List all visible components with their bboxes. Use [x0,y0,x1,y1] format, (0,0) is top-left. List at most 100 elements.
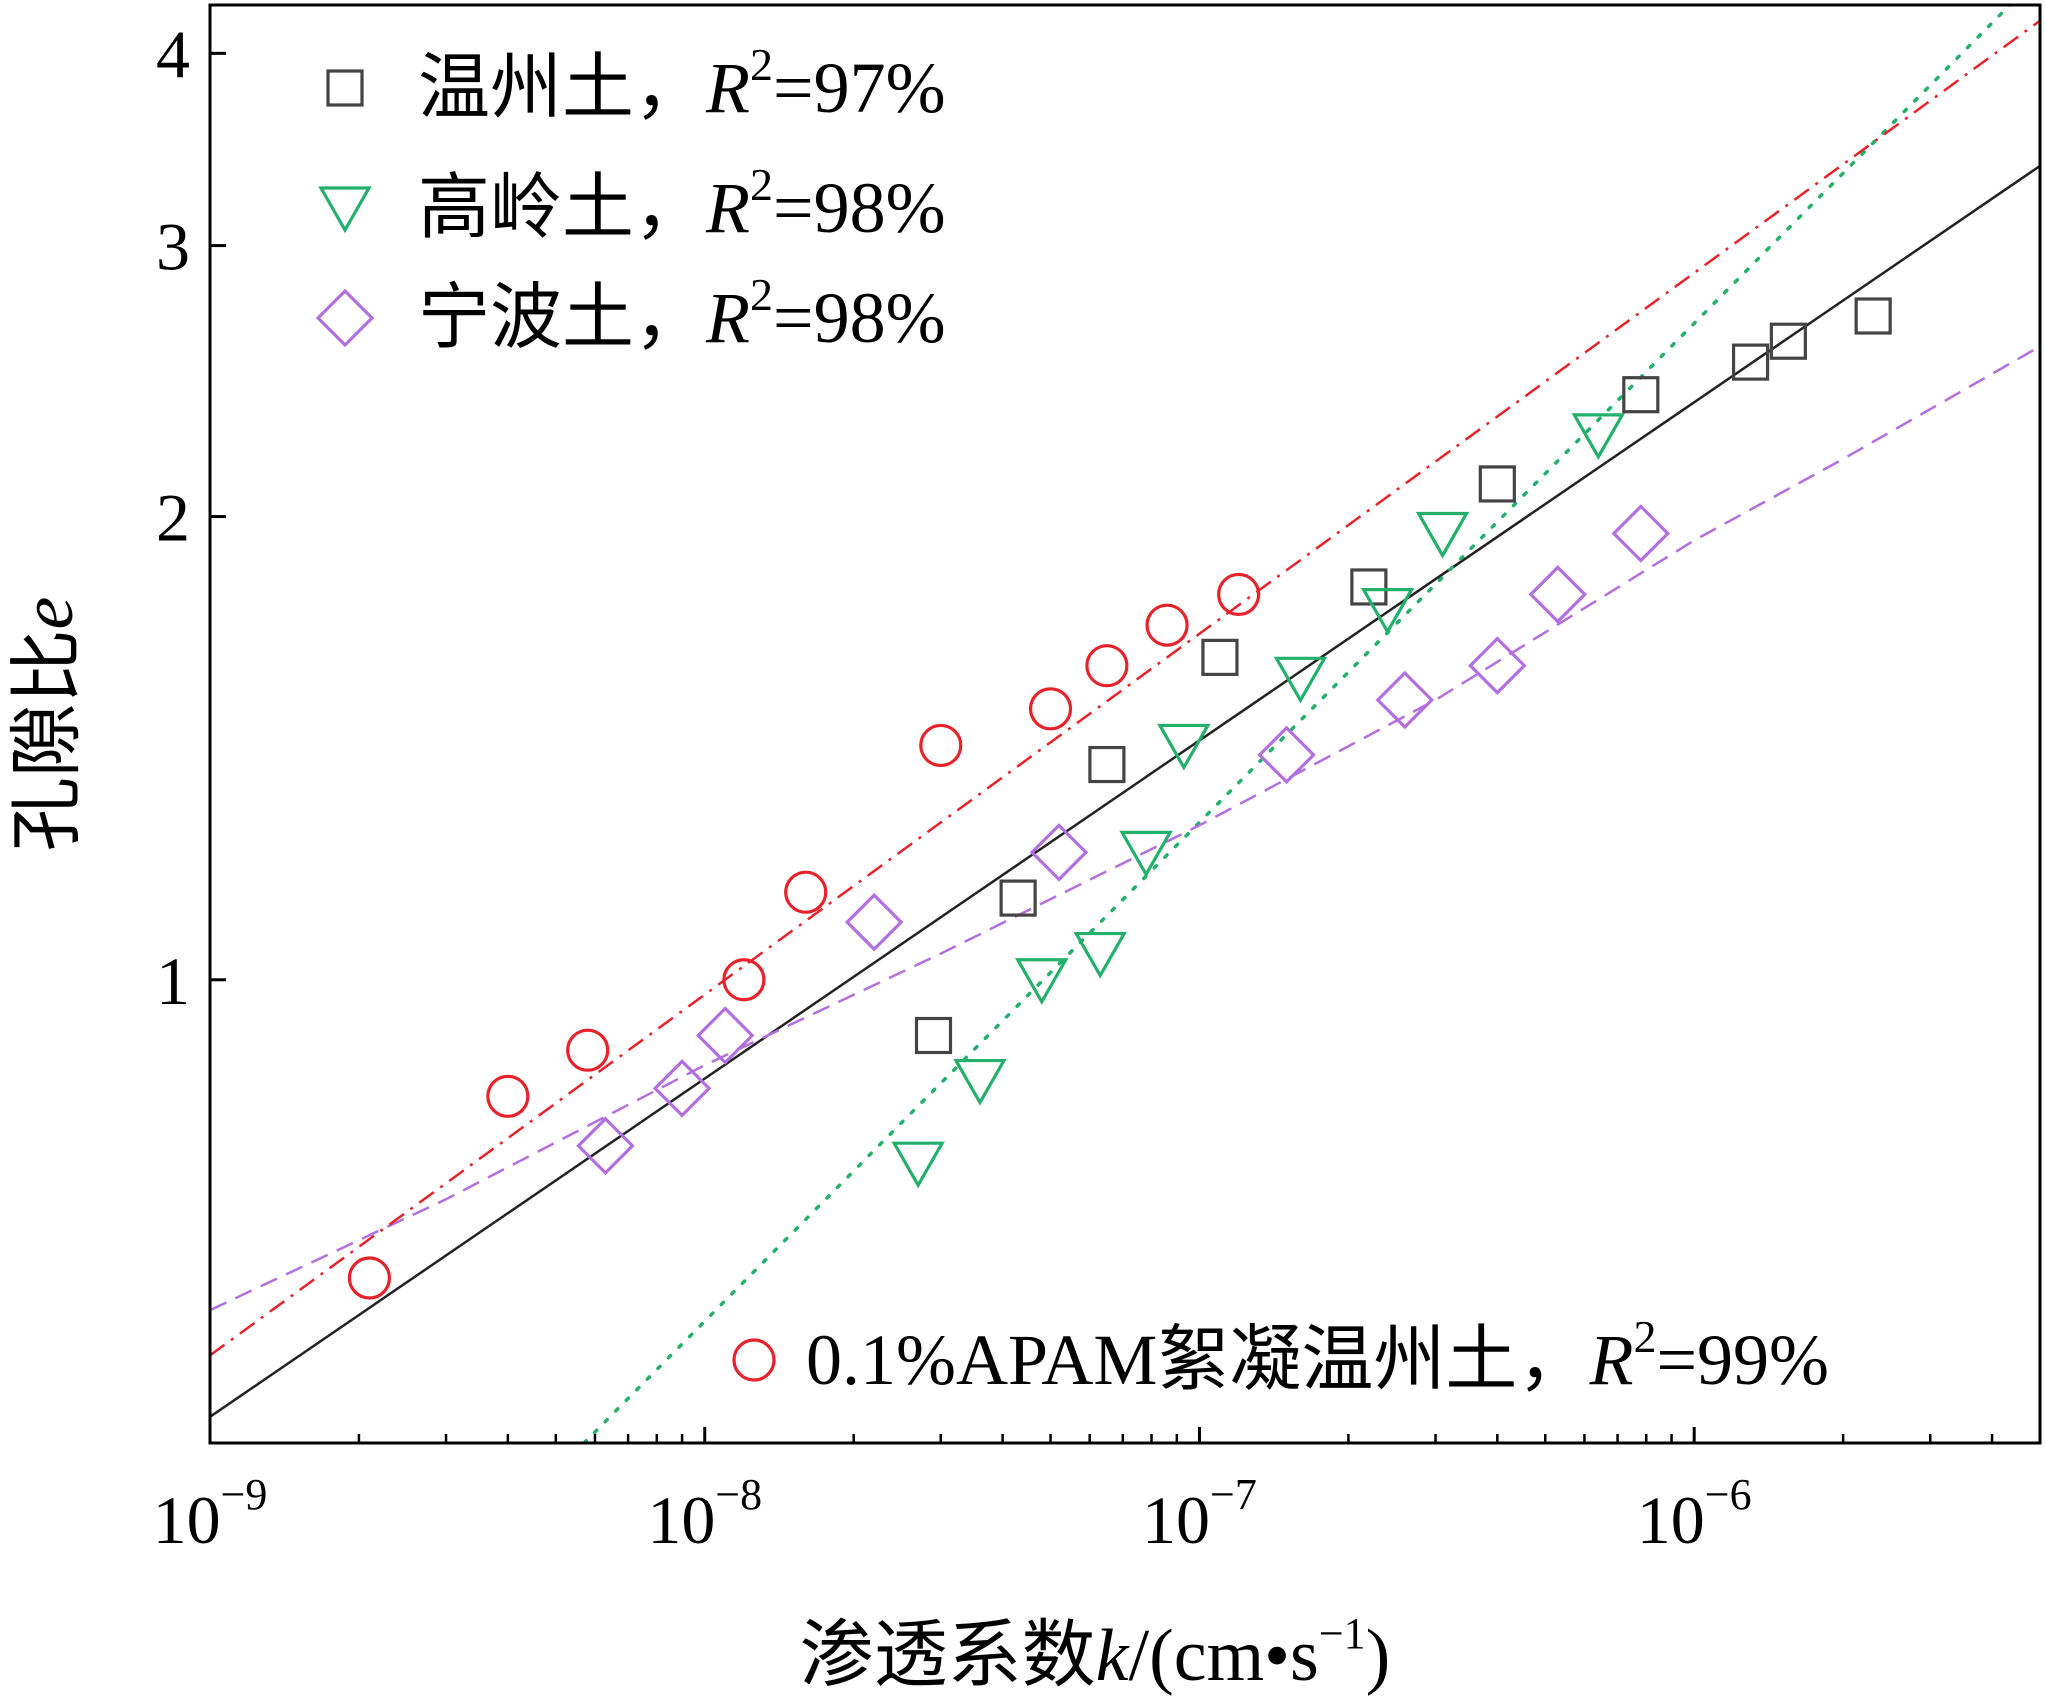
data-point [1029,823,1089,882]
data-point [722,958,766,1002]
legend-r2-symbol: R [705,168,750,248]
data-point [1217,572,1261,617]
data-point [953,1058,1007,1106]
data-point [1028,687,1073,731]
legend-separator: ， [634,278,706,358]
data-point [695,1006,755,1065]
data-point [1257,725,1316,785]
data-point [1622,376,1660,414]
legend-r2-symbol: R [705,48,750,128]
data-point [891,1141,945,1189]
data-markers [347,297,1892,1300]
legend-entry: 温州土，R2=97% [326,39,946,128]
legend-separator: ， [634,168,706,248]
data-point [1201,638,1239,676]
legend-marker [315,288,375,348]
data-point [919,723,963,768]
legend-label: 温州土，R2=97% [418,39,946,128]
data-point [1478,465,1516,503]
x-tick-base: 10 [153,1482,221,1558]
data-point [1015,958,1069,1006]
data-point [784,870,828,914]
x-tick-label: 10−8 [647,1470,762,1558]
legend-entry: 高岭土，R2=98% [318,159,946,248]
legend: 温州土，R2=97%高岭土，R2=98%宁波土，R2=98%0.1%APAM絮凝… [315,39,1829,1400]
data-point [1415,511,1470,559]
x-axis-title-var: k [1096,1615,1130,1697]
data-point [1145,603,1189,647]
x-tick-exp: −8 [715,1470,762,1519]
x-tick-exp: −6 [1705,1470,1752,1519]
data-point [1468,636,1527,695]
legend-entry: 0.1%APAM絮凝温州土，R2=99% [732,1311,1829,1400]
x-axis-title-text: 渗透系数 [800,1615,1096,1697]
data-point [566,1028,610,1072]
legend-series-name: 高岭土 [418,168,634,248]
legend-r2-symbol: R [1588,1320,1633,1400]
fit-line [210,19,2040,1357]
data-point [1119,830,1173,878]
legend-series-name: 0.1%APAM絮凝温州土 [806,1320,1517,1400]
y-tick-label: 1 [156,943,190,1019]
x-axis-title-unit: /(cm•s [1129,1615,1319,1697]
x-tick-base: 10 [1142,1482,1210,1558]
legend-r2-exp: 2 [750,39,773,90]
x-tick-label: 10−9 [153,1470,268,1558]
x-tick-exp: −9 [221,1470,268,1519]
data-point [1611,504,1671,563]
data-point [1073,931,1127,979]
legend-label: 宁波土，R2=98% [418,269,946,358]
x-tick-base: 10 [647,1482,715,1558]
data-point [914,1016,953,1055]
data-point [1854,297,1892,335]
legend-r2-exp: 2 [750,159,773,210]
legend-r2-exp: 2 [750,269,773,320]
plot-frame [208,3,2042,1445]
data-point [347,1256,392,1300]
data-point [1085,644,1129,688]
x-axis-title-unit-close: ) [1366,1615,1391,1697]
data-point [999,879,1037,917]
y-tick-label: 3 [156,209,190,285]
y-tick-label: 4 [156,16,190,92]
legend-r2-symbol: R [705,278,750,358]
data-point [1088,745,1126,784]
legend-r2-value: =98% [773,278,946,358]
x-axis-title-unit-exp: −1 [1319,1609,1366,1658]
legend-separator: ， [634,48,706,128]
y-axis-title-var: e [7,597,89,630]
legend-marker [732,1338,776,1382]
data-point [844,892,904,952]
x-tick-label: 10−7 [1142,1470,1257,1558]
legend-series-name: 宁波土 [418,278,634,358]
data-point [1571,413,1626,461]
legend-marker [326,69,364,107]
fit-line [582,5,2013,1443]
data-point [1360,588,1415,635]
legend-series-name: 温州土 [418,48,634,128]
data-point [1375,670,1435,730]
legend-r2-value: =99% [1656,1320,1829,1400]
x-tick-exp: −7 [1210,1470,1257,1519]
y-axis-title-text: 孔隙比 [7,629,89,851]
data-point [652,1059,712,1118]
legend-marker [318,186,372,234]
legend-separator: ， [1517,1320,1589,1400]
legend-r2-value: =98% [773,168,946,248]
legend-r2-value: =97% [773,48,946,128]
y-axis-title: 孔隙比e [7,597,89,852]
x-axis-title: 渗透系数k/(cm•s−1) [800,1609,1391,1697]
data-point [1350,568,1388,606]
data-point [1731,343,1770,381]
data-point [1769,322,1807,360]
data-point [486,1074,530,1118]
legend-r2-exp: 2 [1633,1311,1656,1362]
data-point [1528,565,1588,624]
data-point [1273,656,1328,704]
y-tick-label: 2 [156,480,190,556]
data-point [1157,723,1211,771]
fit-line [210,345,2040,1312]
